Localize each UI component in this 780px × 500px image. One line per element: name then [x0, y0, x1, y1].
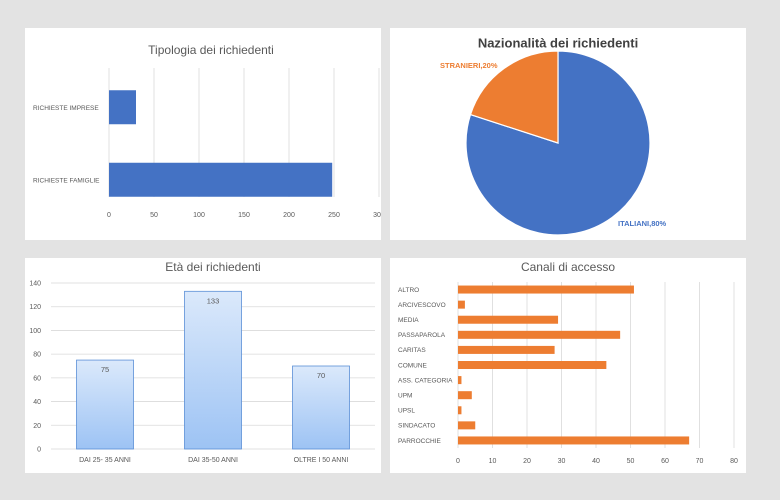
x-tick-label: 200 [283, 212, 295, 219]
y-tick-label: 0 [37, 447, 41, 454]
x-category-label: DAI 35-50 ANNI [188, 457, 238, 464]
category-label: ALTRO [398, 287, 419, 294]
bar-dai-35-50-anni [184, 290, 242, 450]
bar-media [458, 315, 559, 324]
slice-label-stranieri-20: STRANIERI,20% [440, 61, 498, 70]
y-tick-label: 60 [33, 375, 41, 382]
chart-title: Nazionalità dei richiedenti [478, 36, 638, 51]
data-label: 133 [207, 296, 220, 305]
x-tick-label: 10 [489, 458, 497, 465]
bar-oltre-i-50-anni [292, 365, 350, 450]
y-tick-label: 40 [33, 399, 41, 406]
y-tick-label: 20 [33, 423, 41, 430]
chart-canali-panel: Canali di accesso 0 10 20 30 40 50 60 70 80 ALTRO A… [390, 258, 746, 473]
category-label: PARROCCHIE [398, 438, 442, 445]
category-label: ASS. CATEGORIA [398, 377, 453, 384]
x-tick-label: 150 [238, 212, 250, 219]
chart-tipologia: Tipologia dei richiedenti 0 50 100 150 200 250… [33, 43, 381, 219]
chart-eta: Età dei richiedenti 0 20 40 60 80 100 120 140 75 D… [29, 260, 375, 464]
bar-parrocchie [458, 436, 690, 445]
bar-passaparola [458, 330, 621, 339]
bar-upsl [458, 406, 462, 415]
chart-title: Tipologia dei richiedenti [148, 43, 274, 57]
chart-canali: Canali di accesso 0 10 20 30 40 50 60 70 80 ALTRO A… [398, 260, 738, 465]
x-category-label: DAI 25- 35 ANNI [79, 457, 131, 464]
category-label: RICHIESTE FAMIGLIE [33, 177, 100, 184]
bar-caritas [458, 345, 555, 354]
y-tick-label: 80 [33, 352, 41, 359]
category-label: CARITAS [398, 347, 426, 354]
category-label: RICHIESTE IMPRESE [33, 105, 99, 112]
chart-nazionalita: Nazionalità dei richiedenti ITALIANI,80% S… [440, 36, 667, 236]
bar-ass-categoria [458, 376, 462, 385]
x-tick-label: 100 [193, 212, 205, 219]
data-label: 75 [101, 365, 109, 374]
chart-title: Canali di accesso [521, 260, 615, 274]
x-tick-label: 50 [150, 212, 158, 219]
x-tick-label: 250 [328, 212, 340, 219]
y-tick-label: 120 [29, 304, 41, 311]
chart-title: Età dei richiedenti [165, 260, 260, 274]
x-tick-label: 60 [661, 458, 669, 465]
chart-eta-panel: Età dei richiedenti 0 20 40 60 80 100 120 140 75 D… [25, 258, 381, 473]
x-category-label: OLTRE I 50 ANNI [294, 457, 349, 464]
bar-comune [458, 361, 607, 369]
bar-richieste-imprese [109, 90, 136, 125]
bar-sindacato [458, 421, 476, 430]
x-tick-label: 0 [107, 212, 111, 219]
slice-label-italiani-80: ITALIANI,80% [618, 219, 667, 228]
x-tick-label: 20 [523, 458, 531, 465]
category-label: MEDIA [398, 317, 419, 324]
category-label: SINDACATO [398, 423, 435, 430]
chart-nazionalita-panel: Nazionalità dei richiedenti ITALIANI,80% S… [390, 28, 746, 240]
x-tick-label: 80 [730, 458, 738, 465]
x-tick-label: 300 [373, 212, 381, 219]
data-label: 70 [317, 371, 325, 380]
category-label: COMUNE [398, 362, 428, 369]
category-label: UPM [398, 392, 412, 399]
chart-tipologia-panel: Tipologia dei richiedenti 0 50 100 150 200 250… [25, 28, 381, 240]
category-label: PASSAPAROLA [398, 332, 446, 339]
category-label: UPSL [398, 408, 415, 415]
bar-richieste-famiglie [109, 162, 333, 197]
y-tick-label: 100 [29, 328, 41, 335]
y-tick-label: 140 [29, 281, 41, 288]
bar-dai-25-35-anni [76, 359, 134, 450]
pie-slice-stranieri-20 [469, 50, 559, 144]
bar-upm [458, 391, 472, 400]
x-tick-label: 0 [456, 458, 460, 465]
x-tick-label: 70 [696, 458, 704, 465]
x-tick-label: 50 [627, 458, 635, 465]
category-label: ARCIVESCOVO [398, 302, 446, 309]
x-tick-label: 40 [592, 458, 600, 465]
bar-arcivescovo [458, 300, 465, 309]
x-tick-label: 30 [558, 458, 566, 465]
bar-altro [458, 285, 634, 294]
